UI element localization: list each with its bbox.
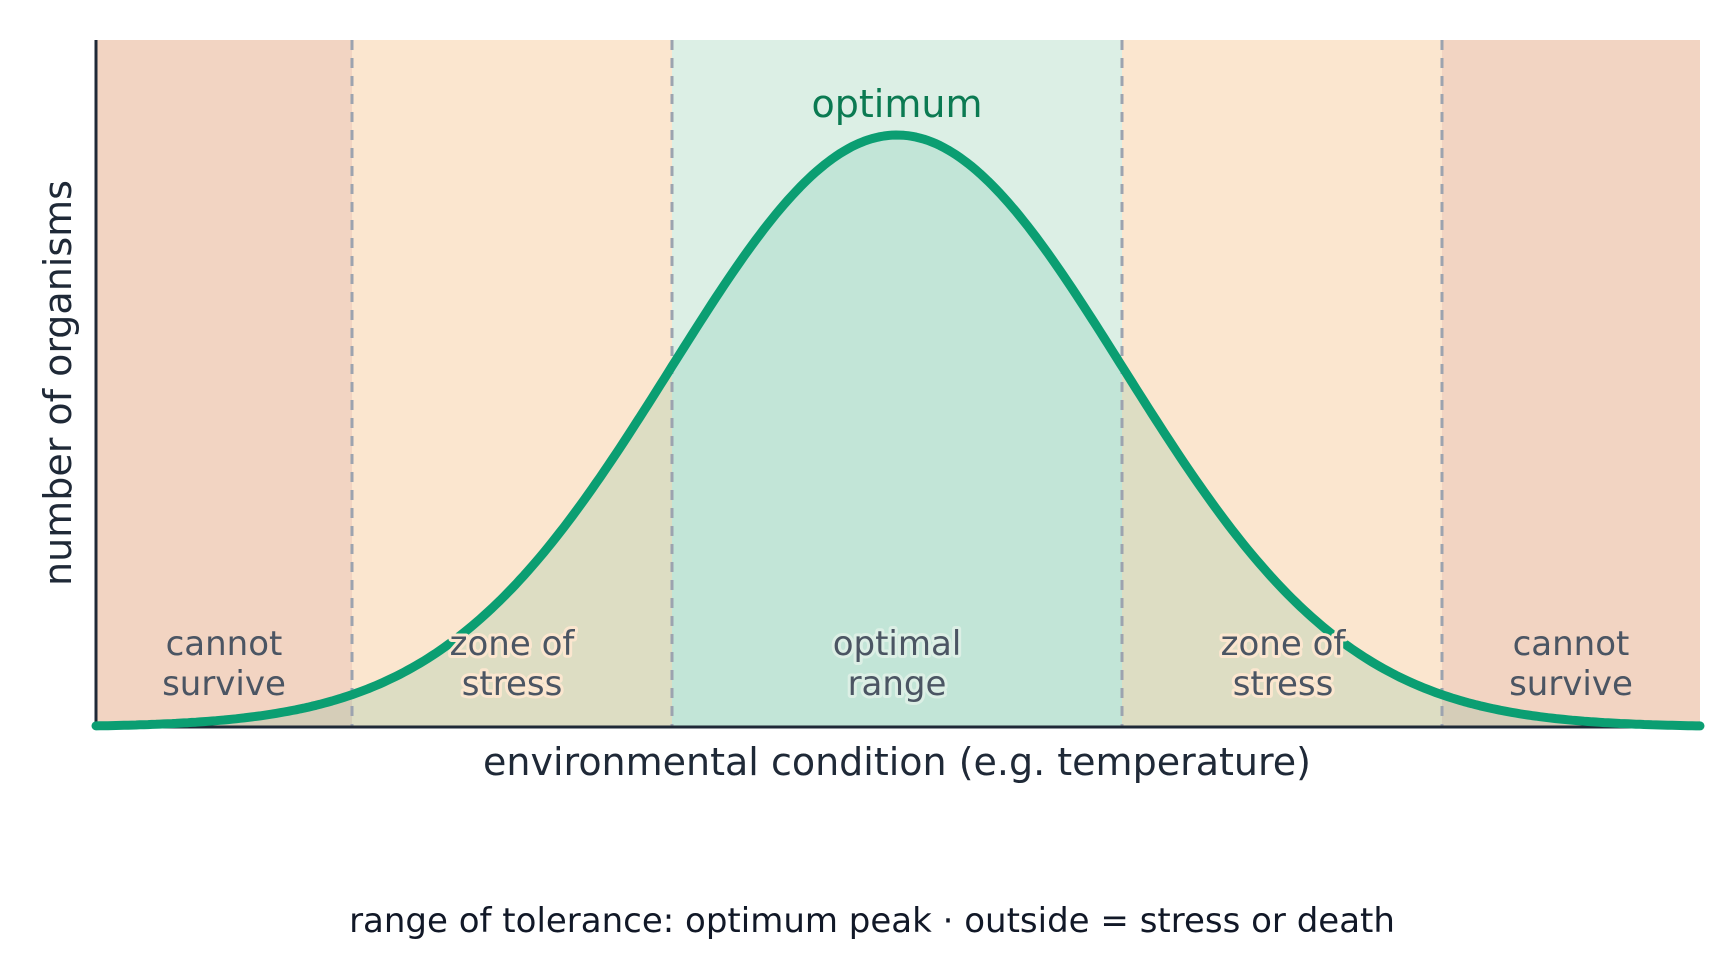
zone-bg-cannot-survive-left (96, 40, 352, 726)
zone-label-stress-left: stress (462, 664, 563, 704)
figure-caption: range of tolerance: optimum peak · outsi… (349, 901, 1395, 941)
zone-label-stress-right: zone of (1221, 624, 1347, 664)
zone-label-cannot-survive-right: survive (1509, 664, 1633, 704)
zone-bg-cannot-survive-right (1442, 40, 1700, 726)
zone-label-optimal-range: range (848, 664, 947, 704)
optimum-label: optimum (812, 82, 983, 126)
tolerance-curve (91, 130, 1705, 731)
zone-label-cannot-survive-left: survive (162, 664, 286, 704)
zone-bg-stress-left (352, 40, 672, 726)
zone-backgrounds (96, 40, 1700, 726)
zone-label-cannot-survive-right: cannot (1513, 624, 1630, 664)
zone-label-stress-left: zone of (450, 624, 576, 664)
curve-area-fill (96, 135, 1701, 727)
zone-label-stress-right: stress (1233, 664, 1334, 704)
y-axis-label: number of organisms (36, 180, 80, 586)
zone-bg-stress-right (1122, 40, 1442, 726)
zone-boundaries (350, 40, 1444, 726)
zone-bg-optimal-range (672, 40, 1122, 726)
zone-label-optimal-range: optimal (833, 624, 962, 664)
zone-labels: cannot survive zone of stress optimal ra… (162, 621, 1633, 707)
x-axis-label: environmental condition (e.g. temperatur… (483, 740, 1311, 784)
zone-label-cannot-survive-left: cannot (166, 624, 283, 664)
